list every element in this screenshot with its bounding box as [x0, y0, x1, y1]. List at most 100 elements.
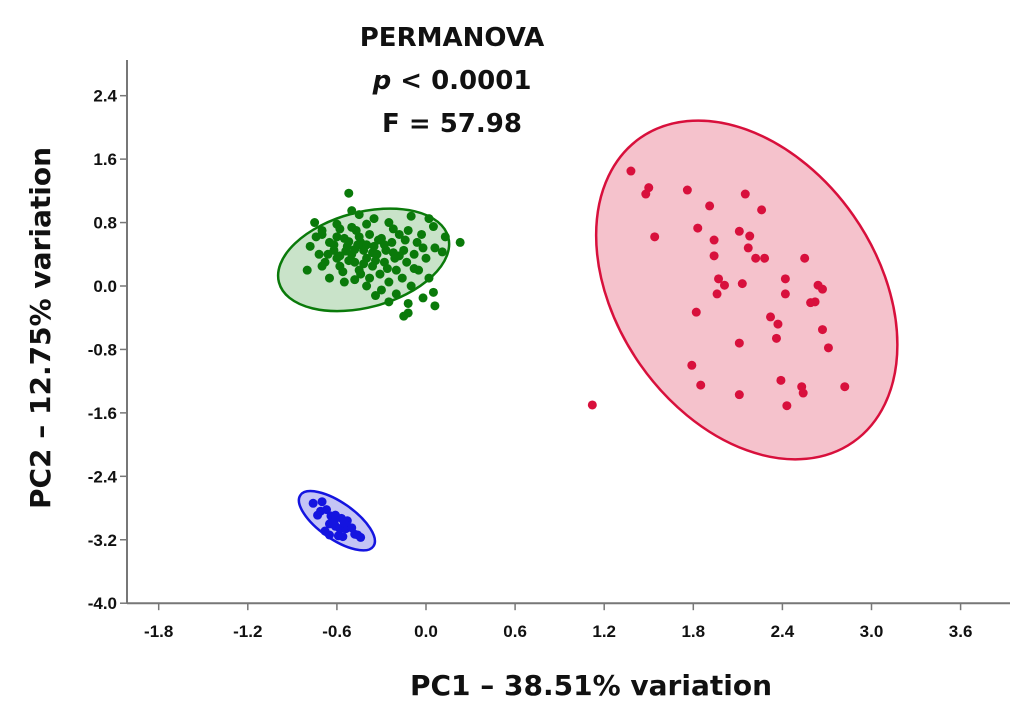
red-point — [766, 312, 776, 322]
green-point — [430, 301, 440, 311]
green-point — [418, 293, 428, 303]
red-point — [719, 280, 729, 290]
green-point — [354, 210, 364, 220]
green-point — [387, 237, 397, 247]
annotation-p-text: < 0.0001 — [391, 66, 531, 96]
green-point — [417, 229, 427, 239]
green-point — [359, 259, 369, 269]
green-point — [371, 256, 381, 266]
green-point — [329, 240, 339, 250]
red-point — [696, 380, 706, 390]
x-tick-label: 3.0 — [860, 622, 884, 641]
y-tick-label: -4.0 — [88, 594, 117, 613]
green-point — [344, 237, 354, 247]
red-point — [776, 375, 786, 385]
green-point — [344, 188, 354, 198]
red-point — [773, 319, 783, 329]
green-point — [356, 269, 366, 279]
green-point — [338, 267, 348, 277]
blue-point — [339, 518, 349, 528]
x-tick-label: 2.4 — [771, 622, 795, 641]
red-point — [693, 223, 703, 233]
green-point — [332, 232, 342, 242]
red-point — [740, 189, 750, 199]
blue-point — [322, 505, 332, 515]
green-point — [406, 281, 416, 291]
y-ticks: 2.4 1.6 0.8 0.0 -0.8 -1.6 -2.4 -3.2 -4.0 — [88, 87, 127, 613]
x-tick-label: -1.8 — [144, 622, 173, 641]
green-point — [350, 245, 360, 255]
red-point — [712, 289, 722, 299]
x-tick-label: 1.8 — [681, 622, 705, 641]
red-point — [709, 251, 719, 261]
x-axis-title: PC1 – 38.51% variation — [410, 669, 772, 702]
green-point — [369, 214, 379, 224]
x-tick-label: -0.6 — [322, 622, 351, 641]
red-point — [780, 274, 790, 284]
blue-point — [324, 530, 334, 540]
green-point — [424, 273, 434, 283]
green-point — [368, 248, 378, 258]
red-point — [687, 360, 697, 370]
red-point — [780, 289, 790, 299]
red-point — [751, 253, 761, 263]
red-point — [743, 243, 753, 253]
green-point — [362, 240, 372, 250]
red-point — [650, 232, 660, 242]
green-point — [323, 249, 333, 259]
green-point — [391, 265, 401, 275]
green-point — [412, 237, 422, 247]
red-point — [798, 388, 808, 398]
red-point — [782, 401, 792, 411]
blue-point — [317, 497, 327, 507]
blue-point — [313, 510, 323, 520]
annotation-f-value: F = 57.98 — [382, 109, 522, 139]
green-point — [397, 273, 407, 283]
green-point — [428, 222, 438, 232]
confidence-ellipses — [276, 119, 899, 552]
green-point — [388, 224, 398, 234]
green-point — [430, 243, 440, 253]
green-point — [375, 269, 385, 279]
green-point — [371, 291, 381, 301]
red-point — [840, 382, 850, 392]
green-point — [305, 241, 315, 251]
green-point — [347, 206, 357, 216]
green-point — [382, 264, 392, 274]
data-points — [302, 166, 850, 542]
green-point — [440, 232, 450, 242]
green-point — [314, 249, 324, 259]
green-point — [384, 218, 394, 228]
green-point — [428, 287, 438, 297]
red-point — [737, 279, 747, 289]
green-point — [362, 219, 372, 229]
green-point — [335, 251, 345, 261]
green-point — [324, 273, 334, 283]
green-point — [399, 311, 409, 321]
green-point — [362, 281, 372, 291]
green-point — [365, 229, 375, 239]
red-point — [714, 274, 724, 284]
green-point — [384, 297, 394, 307]
x-tick-label: 0.0 — [414, 622, 438, 641]
x-tick-label: 3.6 — [949, 622, 973, 641]
x-ticks: -1.8 -1.2 -0.6 0.0 0.6 1.2 1.8 2.4 3.0 3.6 — [144, 603, 972, 641]
green-point — [302, 265, 312, 275]
red-point — [800, 253, 810, 263]
red-point — [745, 231, 755, 241]
green-point — [391, 289, 401, 299]
red-point — [757, 205, 767, 215]
x-tick-label: 1.2 — [592, 622, 616, 641]
blue-point — [329, 517, 339, 527]
green-point — [373, 235, 383, 245]
green-point — [403, 298, 413, 308]
green-point — [347, 222, 357, 232]
y-tick-label: -3.2 — [88, 531, 117, 550]
annotation-p-symbol: p — [372, 66, 392, 96]
green-point — [418, 243, 428, 253]
green-point — [424, 214, 434, 224]
green-point — [344, 256, 354, 266]
green-point — [365, 273, 375, 283]
green-point — [376, 285, 386, 295]
